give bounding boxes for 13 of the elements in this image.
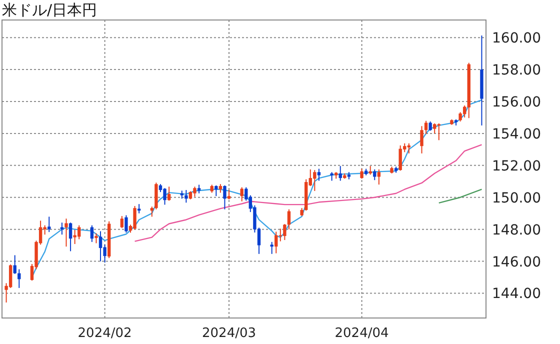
y-tick-label: 152.00	[492, 158, 541, 174]
chart-title: 米ドル/日本円	[2, 1, 98, 19]
y-tick-label: 146.00	[492, 254, 541, 270]
y-tick-label: 154.00	[492, 126, 541, 142]
y-tick-label: 156.00	[492, 94, 541, 110]
y-tick-label: 160.00	[492, 30, 541, 47]
x-tick-label: 2024/02	[78, 326, 132, 341]
y-tick-label: 148.00	[492, 222, 541, 238]
x-tick-label: 2024/04	[334, 326, 389, 341]
y-tick-label: 144.00	[492, 286, 541, 302]
x-tick-label: 2024/03	[202, 326, 256, 341]
y-tick-label: 150.00	[492, 190, 541, 206]
y-tick-label: 158.00	[492, 62, 541, 79]
